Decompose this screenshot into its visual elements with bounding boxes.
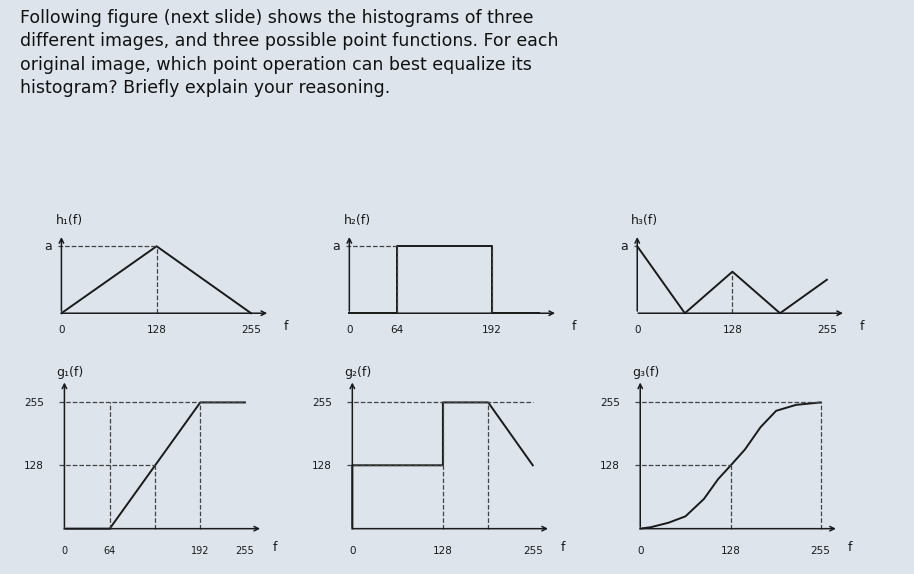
Text: f: f (560, 541, 565, 554)
Text: a: a (620, 241, 628, 253)
Text: h₃(f): h₃(f) (632, 214, 658, 227)
Text: g₂(f): g₂(f) (344, 366, 371, 379)
Text: g₃(f): g₃(f) (632, 366, 659, 379)
Text: f: f (272, 541, 277, 554)
Text: g₁(f): g₁(f) (56, 366, 83, 379)
Text: a: a (44, 241, 52, 253)
Text: f: f (860, 320, 865, 333)
Text: f: f (284, 320, 289, 333)
Text: f: f (848, 541, 853, 554)
Text: Following figure (next slide) shows the histograms of three
different images, an: Following figure (next slide) shows the … (20, 9, 558, 98)
Text: f: f (572, 320, 577, 333)
Text: h₂(f): h₂(f) (344, 214, 370, 227)
Text: h₁(f): h₁(f) (56, 214, 82, 227)
Text: a: a (332, 241, 340, 253)
